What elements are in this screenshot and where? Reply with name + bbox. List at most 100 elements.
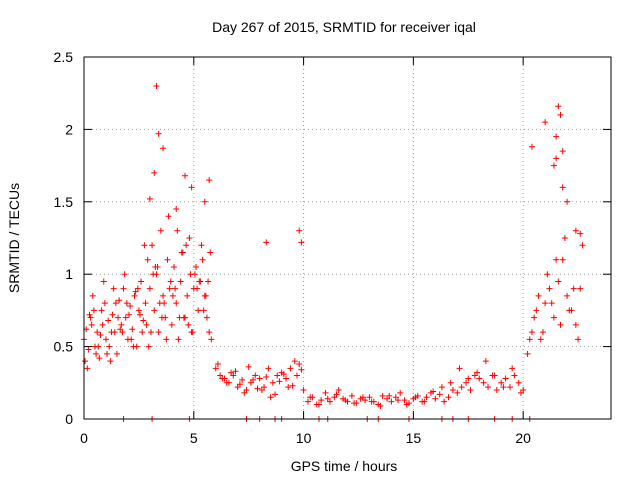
data-point	[572, 321, 579, 328]
data-point	[528, 143, 535, 150]
data-point	[152, 263, 159, 270]
data-point	[258, 387, 265, 394]
data-point	[164, 256, 171, 263]
data-point	[131, 292, 138, 299]
data-point	[151, 169, 158, 176]
y-tick-label: 1.5	[54, 194, 74, 210]
data-point	[454, 389, 461, 396]
data-point	[108, 329, 115, 336]
data-point	[206, 177, 213, 184]
data-point	[553, 133, 560, 140]
data-point	[579, 242, 586, 249]
data-point	[577, 230, 584, 237]
data-point	[252, 372, 259, 379]
data-point	[149, 242, 156, 249]
data-point	[539, 329, 546, 336]
data-point	[254, 385, 261, 392]
data-point	[119, 329, 126, 336]
data-point	[150, 271, 157, 278]
data-point	[104, 350, 111, 357]
data-point	[441, 398, 448, 405]
data-point	[342, 397, 349, 404]
data-point	[561, 235, 568, 241]
data-point	[199, 256, 206, 263]
data-point	[474, 369, 481, 376]
data-point	[280, 371, 287, 378]
data-point	[145, 343, 152, 350]
data-point	[480, 379, 487, 386]
data-point	[93, 350, 100, 357]
data-point	[379, 392, 386, 399]
data-point	[436, 391, 443, 398]
data-point	[386, 392, 393, 399]
data-point	[555, 103, 562, 110]
data-point	[169, 292, 176, 299]
data-point	[421, 398, 428, 405]
data-point	[577, 285, 584, 292]
data-point	[202, 292, 209, 299]
data-point	[115, 314, 122, 321]
data-point	[296, 227, 303, 234]
data-point	[542, 300, 549, 307]
data-point	[241, 389, 248, 396]
data-point	[158, 314, 165, 321]
data-point	[575, 336, 582, 343]
data-point	[160, 292, 167, 299]
data-point	[184, 292, 191, 299]
data-point	[143, 321, 150, 328]
x-axis-label: GPS time / hours	[291, 458, 398, 474]
data-point	[274, 372, 281, 379]
data-point	[559, 148, 566, 155]
data-point	[307, 394, 314, 401]
data-point	[188, 184, 195, 191]
data-point	[232, 368, 239, 375]
data-point	[173, 206, 180, 213]
data-point	[449, 387, 456, 394]
data-point	[98, 307, 105, 314]
data-point	[528, 329, 535, 336]
data-point	[502, 375, 509, 382]
data-point	[559, 256, 566, 263]
y-tick-label: 0.5	[54, 339, 74, 355]
data-point	[195, 307, 202, 314]
data-point	[476, 375, 483, 382]
data-point	[183, 242, 190, 249]
data-point	[287, 365, 294, 372]
data-point	[121, 271, 128, 278]
data-point	[120, 285, 127, 292]
y-axis-label: SRMTID / TECUs	[6, 183, 22, 293]
data-point	[445, 394, 452, 401]
data-point	[112, 300, 119, 307]
data-point	[465, 375, 472, 382]
plot-frame	[83, 56, 612, 420]
data-point	[97, 332, 104, 339]
data-point	[322, 389, 329, 396]
x-tick-label: 15	[406, 430, 422, 446]
data-point	[570, 285, 577, 292]
y-tick-label: 2	[65, 121, 73, 137]
data-point	[175, 336, 182, 343]
data-point	[102, 336, 109, 343]
data-point	[546, 285, 553, 292]
data-point	[298, 366, 305, 373]
data-point	[239, 376, 246, 383]
data-point	[223, 379, 230, 386]
data-point	[182, 172, 189, 179]
data-point	[200, 307, 207, 314]
data-point	[173, 300, 180, 307]
grid	[84, 57, 611, 419]
data-point	[557, 321, 564, 328]
data-point	[335, 387, 342, 394]
data-point	[458, 384, 465, 391]
data-point	[555, 278, 562, 285]
data-point	[366, 394, 373, 401]
data-point	[526, 336, 533, 343]
data-point	[289, 382, 296, 389]
data-point	[212, 365, 219, 372]
data-point	[333, 391, 340, 398]
data-point	[482, 358, 489, 365]
data-point	[291, 358, 298, 365]
data-point	[208, 336, 215, 343]
data-point	[110, 285, 117, 292]
data-point	[86, 311, 93, 318]
